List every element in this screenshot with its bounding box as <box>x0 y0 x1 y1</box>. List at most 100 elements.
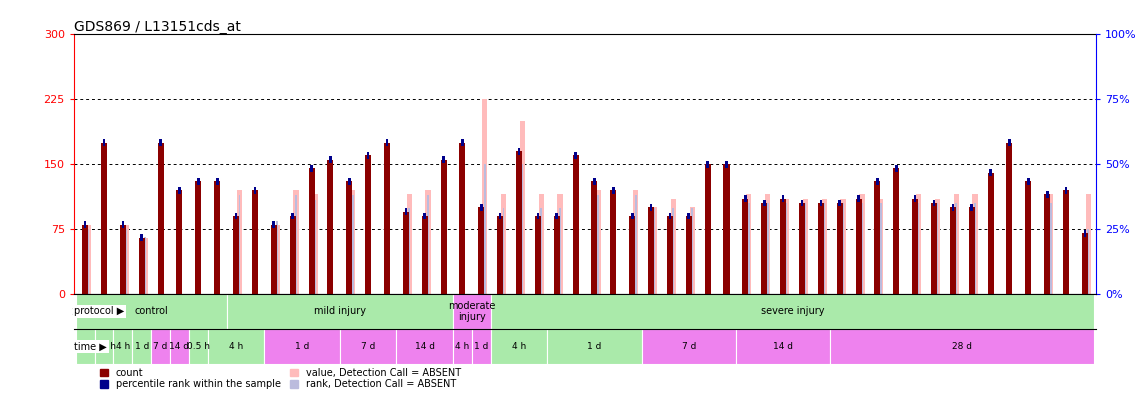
Bar <box>630 213 634 220</box>
Bar <box>441 160 446 294</box>
Bar <box>1086 194 1091 294</box>
Bar <box>559 208 561 294</box>
Bar <box>1084 230 1086 237</box>
Bar <box>124 225 128 294</box>
Bar <box>442 156 445 163</box>
Bar <box>780 199 786 294</box>
Bar <box>724 164 729 294</box>
Bar <box>86 225 91 294</box>
Text: 1 d: 1 d <box>474 342 488 351</box>
Bar <box>955 203 958 294</box>
Bar <box>784 199 790 294</box>
Bar <box>403 212 409 294</box>
Bar <box>482 99 487 294</box>
Bar <box>952 204 954 211</box>
Bar <box>880 203 882 294</box>
Text: mild injury: mild injury <box>314 307 366 316</box>
Bar <box>478 207 484 294</box>
Bar <box>293 190 299 294</box>
Bar <box>1087 229 1089 294</box>
Bar <box>197 178 200 185</box>
Bar <box>521 164 524 294</box>
Bar <box>233 216 239 294</box>
Bar <box>459 143 466 294</box>
Bar <box>453 329 471 364</box>
Bar <box>159 139 162 146</box>
Bar <box>633 190 638 294</box>
Bar <box>235 213 237 220</box>
Bar <box>763 200 766 207</box>
Bar <box>340 329 396 364</box>
Bar <box>635 195 636 294</box>
Bar <box>950 207 955 294</box>
Bar <box>275 225 279 294</box>
Text: 1 d: 1 d <box>295 342 309 351</box>
Bar <box>352 195 353 294</box>
Bar <box>1044 194 1050 294</box>
Bar <box>310 165 312 172</box>
Bar <box>216 178 218 185</box>
Bar <box>139 238 144 294</box>
Bar <box>767 203 769 294</box>
Bar <box>1046 191 1049 198</box>
Bar <box>195 181 201 294</box>
Bar <box>327 160 333 294</box>
Bar <box>367 152 369 159</box>
Bar <box>270 225 277 294</box>
Bar <box>1064 187 1068 194</box>
Bar <box>765 194 770 294</box>
Bar <box>821 199 827 294</box>
Text: 4 h: 4 h <box>512 342 526 351</box>
Bar <box>346 181 352 294</box>
Bar <box>725 161 728 168</box>
Text: 1 d: 1 d <box>134 342 149 351</box>
Bar <box>273 221 275 228</box>
Bar <box>498 216 503 294</box>
Bar <box>239 195 241 294</box>
Bar <box>610 190 617 294</box>
Bar <box>799 203 805 294</box>
Bar <box>365 156 371 294</box>
Bar <box>761 203 767 294</box>
Bar <box>76 294 227 329</box>
Bar <box>669 213 671 220</box>
Bar <box>595 190 601 294</box>
Text: 4 h: 4 h <box>456 342 469 351</box>
Bar <box>502 208 504 294</box>
Bar <box>855 199 861 294</box>
Bar <box>841 199 845 294</box>
Bar <box>824 203 825 294</box>
Text: 7 d: 7 d <box>682 342 696 351</box>
Text: protocol ▶: protocol ▶ <box>74 307 125 316</box>
Bar <box>538 194 544 294</box>
Text: 0.5 h: 0.5 h <box>92 342 116 351</box>
Bar <box>499 213 501 220</box>
Text: 4 h: 4 h <box>116 342 130 351</box>
Bar <box>189 329 208 364</box>
Text: GDS869 / L13151cds_at: GDS869 / L13151cds_at <box>74 20 241 34</box>
Bar <box>596 195 599 294</box>
Bar <box>953 194 959 294</box>
Bar <box>94 329 114 364</box>
Bar <box>690 207 695 294</box>
Bar <box>84 221 86 228</box>
Bar <box>471 329 491 364</box>
Bar <box>691 208 693 294</box>
Bar <box>1063 190 1069 294</box>
Bar <box>858 195 860 202</box>
Bar <box>122 221 124 228</box>
Bar <box>830 329 1094 364</box>
Bar <box>501 194 507 294</box>
Bar <box>818 203 824 294</box>
Bar <box>276 221 278 294</box>
Bar <box>804 203 807 294</box>
Bar <box>819 200 822 207</box>
Bar <box>208 329 265 364</box>
Bar <box>144 237 147 294</box>
Text: severe injury: severe injury <box>761 307 825 316</box>
Bar <box>536 213 540 220</box>
Bar <box>875 181 880 294</box>
Bar <box>461 139 463 146</box>
Bar <box>141 234 143 241</box>
Bar <box>385 139 389 146</box>
